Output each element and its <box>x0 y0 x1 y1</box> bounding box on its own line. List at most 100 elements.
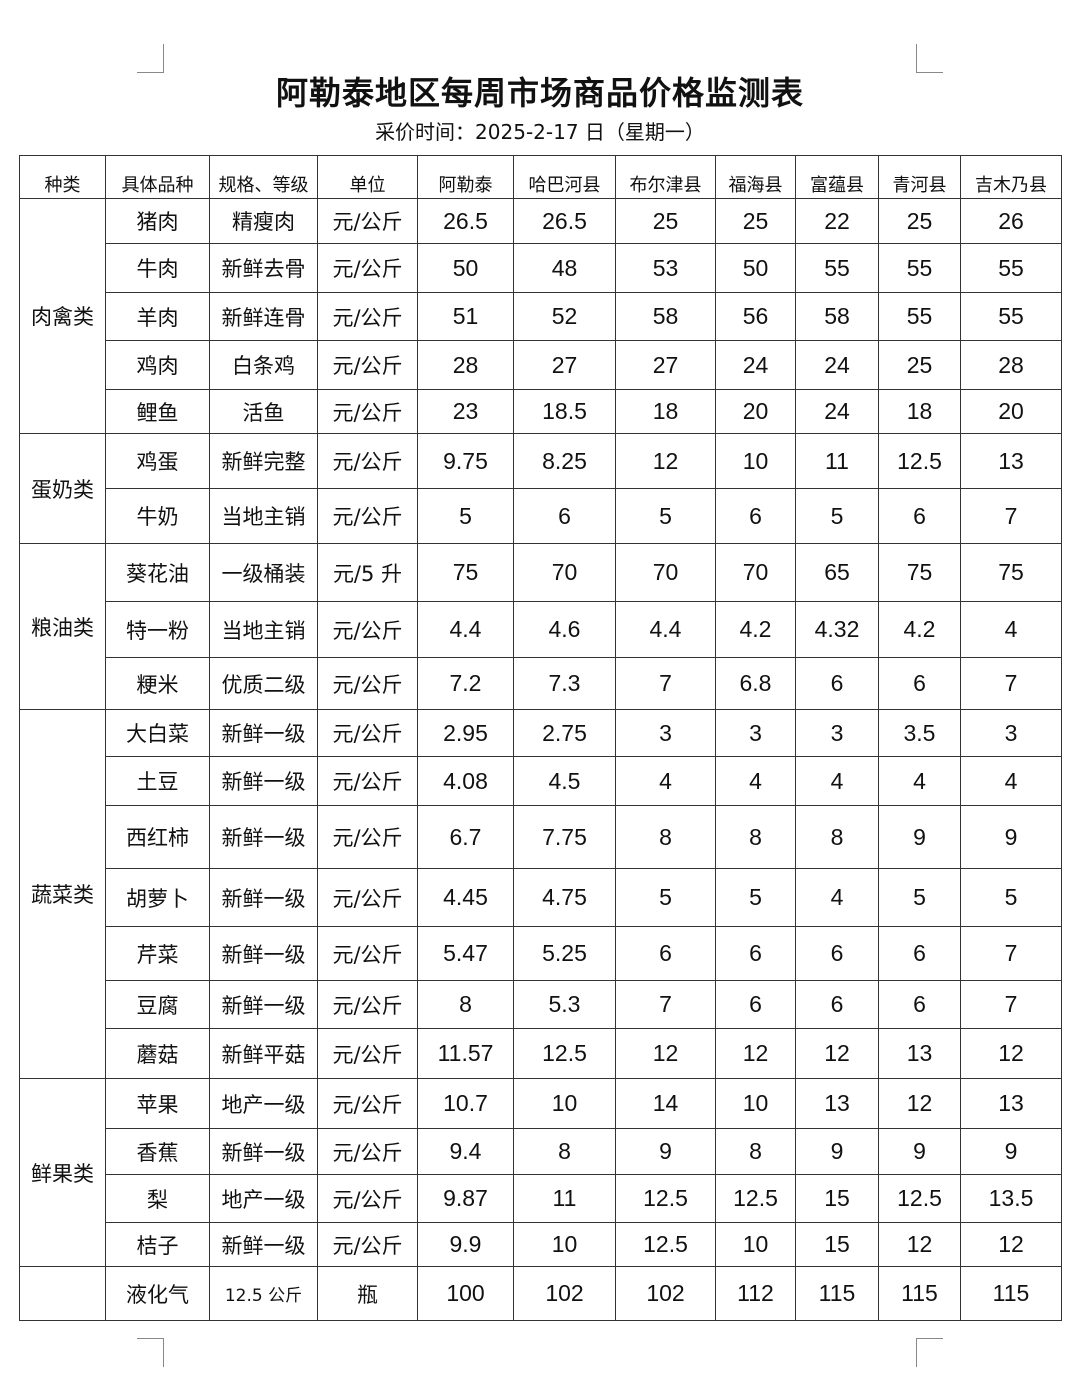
price-cell: 11.57 <box>417 1028 514 1079</box>
table-row: 鲜果类 苹果 地产一级 元/公斤 10.7 10 14 10 13 12 13 <box>19 1078 1062 1267</box>
item-name-cell: 苹果 <box>105 1078 210 1129</box>
price-cell: 3 <box>715 709 796 757</box>
table-row: 特一粉 当地主销 元/公斤 4.4 4.6 4.4 4.2 4.32 4.2 4 <box>20 601 1062 658</box>
unit-cell: 元/公斤 <box>317 292 418 341</box>
price-cell: 12 <box>960 1222 1062 1267</box>
price-cell: 20 <box>715 389 796 434</box>
price-cell: 75 <box>878 543 961 602</box>
unit-cell: 元/公斤 <box>317 805 418 869</box>
price-cell: 55 <box>878 243 961 293</box>
crop-mark-bottom-left <box>137 1338 164 1367</box>
column-header: 哈巴河县 <box>513 155 616 199</box>
price-cell: 115 <box>878 1266 961 1321</box>
price-cell: 7 <box>960 488 1062 544</box>
table-row: 芹菜 新鲜一级 元/公斤 5.47 5.25 6 6 6 6 7 <box>20 926 1062 981</box>
price-cell: 6 <box>878 926 961 981</box>
spec-cell: 新鲜一级 <box>209 709 318 757</box>
table-row: 蘑菇 新鲜平菇 元/公斤 11.57 12.5 12 12 12 13 12 <box>20 1028 1062 1079</box>
price-cell: 13 <box>878 1028 961 1079</box>
price-cell: 24 <box>795 340 879 390</box>
price-cell: 6 <box>878 488 961 544</box>
price-cell: 4.08 <box>417 756 514 806</box>
price-cell: 4.2 <box>715 601 796 658</box>
price-cell: 70 <box>513 543 616 602</box>
category-cell: 粮油类 <box>19 543 106 710</box>
price-cell: 4.45 <box>417 868 514 927</box>
price-cell: 58 <box>795 292 879 341</box>
price-cell: 12.5 <box>878 433 961 489</box>
spec-cell: 新鲜一级 <box>209 868 318 927</box>
price-cell: 5 <box>960 868 1062 927</box>
table-row: 羊肉 新鲜连骨 元/公斤 51 52 58 56 58 55 55 <box>20 292 1062 341</box>
price-cell: 18 <box>615 389 716 434</box>
unit-cell: 元/公斤 <box>317 1028 418 1079</box>
price-cell: 10 <box>513 1078 616 1129</box>
price-cell: 58 <box>615 292 716 341</box>
price-cell: 25 <box>878 340 961 390</box>
price-cell: 10 <box>715 433 796 489</box>
unit-cell: 元/公斤 <box>317 198 418 244</box>
spec-cell: 新鲜一级 <box>209 756 318 806</box>
item-name-cell: 豆腐 <box>105 980 210 1029</box>
spec-cell: 新鲜一级 <box>209 980 318 1029</box>
spec-cell: 当地主销 <box>209 488 318 544</box>
price-cell: 9 <box>878 805 961 869</box>
unit-cell: 元/公斤 <box>317 657 418 710</box>
item-name-cell: 鲤鱼 <box>105 389 210 434</box>
spec-cell: 12.5 公斤 <box>209 1266 318 1321</box>
price-cell: 6 <box>878 980 961 1029</box>
price-cell: 14 <box>615 1078 716 1129</box>
column-header: 阿勒泰 <box>417 155 514 199</box>
unit-cell: 元/公斤 <box>317 1128 418 1175</box>
price-cell: 4 <box>960 756 1062 806</box>
item-name-cell: 羊肉 <box>105 292 210 341</box>
price-cell: 4.32 <box>795 601 879 658</box>
price-cell: 2.95 <box>417 709 514 757</box>
price-cell: 4 <box>715 756 796 806</box>
item-name-cell: 牛奶 <box>105 488 210 544</box>
price-cell: 7 <box>960 980 1062 1029</box>
price-cell: 8 <box>615 805 716 869</box>
price-cell: 7 <box>960 657 1062 710</box>
price-cell: 12.5 <box>715 1174 796 1223</box>
price-cell: 12 <box>615 433 716 489</box>
table-row: 鸡肉 白条鸡 元/公斤 28 27 27 24 24 25 28 <box>20 340 1062 390</box>
spec-cell: 新鲜连骨 <box>209 292 318 341</box>
price-cell: 48 <box>513 243 616 293</box>
price-cell: 4.5 <box>513 756 616 806</box>
price-cell: 75 <box>417 543 514 602</box>
price-cell: 65 <box>795 543 879 602</box>
price-cell: 4 <box>960 601 1062 658</box>
price-cell: 3.5 <box>878 709 961 757</box>
price-cell: 6.7 <box>417 805 514 869</box>
price-cell: 9 <box>960 805 1062 869</box>
price-cell: 9 <box>960 1128 1062 1175</box>
price-cell: 23 <box>417 389 514 434</box>
price-cell: 12 <box>795 1028 879 1079</box>
category-cell: 肉禽类 <box>19 198 106 434</box>
unit-cell: 元/公斤 <box>317 389 418 434</box>
price-cell: 25 <box>878 198 961 244</box>
price-cell: 6 <box>513 488 616 544</box>
price-cell: 5 <box>615 488 716 544</box>
price-cell: 26.5 <box>417 198 514 244</box>
price-cell: 26.5 <box>513 198 616 244</box>
unit-cell: 元/公斤 <box>317 709 418 757</box>
price-cell: 15 <box>795 1222 879 1267</box>
price-cell: 6 <box>795 980 879 1029</box>
price-cell: 9 <box>795 1128 879 1175</box>
price-cell: 5 <box>795 488 879 544</box>
crop-mark-top-left <box>137 44 164 73</box>
price-cell: 25 <box>715 198 796 244</box>
crop-mark-top-right <box>916 44 943 73</box>
category-cell: 鲜果类 <box>19 1078 106 1267</box>
price-cell: 9.9 <box>417 1222 514 1267</box>
table-row: 蛋奶类 鸡蛋 新鲜完整 元/公斤 9.75 8.25 12 10 11 12.5 13 <box>19 433 1062 544</box>
price-cell: 7 <box>615 980 716 1029</box>
price-cell: 4.4 <box>615 601 716 658</box>
unit-cell: 瓶 <box>317 1266 418 1321</box>
spec-cell: 新鲜一级 <box>209 1222 318 1267</box>
table-row: 蔬菜类 大白菜 新鲜一级 元/公斤 2.95 2.75 3 3 3 3.5 3 <box>19 709 1062 1079</box>
price-cell: 7.75 <box>513 805 616 869</box>
table-row: 液化气 12.5 公斤瓶 100 102 102 112 115 115 115 <box>19 1266 1062 1321</box>
